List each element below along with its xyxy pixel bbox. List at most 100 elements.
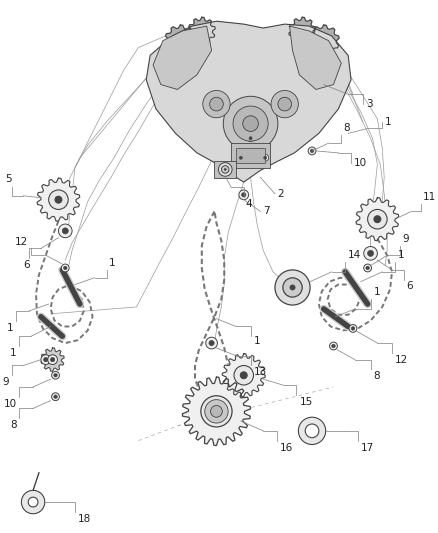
Circle shape	[308, 147, 316, 155]
Circle shape	[364, 246, 378, 260]
Text: 12: 12	[395, 355, 408, 365]
Circle shape	[205, 400, 228, 423]
Text: 10: 10	[354, 158, 367, 167]
Circle shape	[223, 96, 278, 151]
FancyBboxPatch shape	[236, 148, 265, 163]
Circle shape	[367, 209, 387, 229]
Circle shape	[271, 91, 298, 118]
Text: 1: 1	[398, 250, 404, 260]
Polygon shape	[223, 354, 265, 397]
Circle shape	[290, 285, 295, 290]
FancyBboxPatch shape	[231, 143, 270, 167]
Circle shape	[249, 136, 252, 140]
Circle shape	[275, 270, 310, 305]
Circle shape	[54, 374, 57, 377]
Circle shape	[210, 98, 223, 111]
Circle shape	[364, 264, 371, 272]
Text: 18: 18	[78, 514, 91, 524]
Circle shape	[211, 406, 222, 417]
Polygon shape	[37, 178, 80, 221]
Polygon shape	[153, 26, 212, 90]
Text: 1: 1	[374, 287, 380, 297]
Circle shape	[239, 156, 242, 159]
Circle shape	[366, 266, 369, 270]
Text: 1: 1	[7, 322, 14, 333]
Text: 8: 8	[343, 123, 350, 133]
Circle shape	[242, 192, 246, 197]
Text: 12: 12	[15, 237, 28, 246]
FancyBboxPatch shape	[215, 160, 236, 178]
Circle shape	[41, 355, 51, 365]
Circle shape	[237, 155, 244, 161]
Polygon shape	[289, 17, 316, 45]
Circle shape	[58, 224, 72, 238]
Circle shape	[247, 135, 254, 142]
Text: 1: 1	[10, 348, 17, 358]
Circle shape	[206, 337, 217, 349]
Text: 16: 16	[280, 442, 293, 453]
Text: 9: 9	[2, 377, 9, 387]
Circle shape	[52, 393, 60, 401]
Text: 9: 9	[403, 233, 410, 244]
Circle shape	[52, 372, 60, 379]
Polygon shape	[146, 21, 351, 182]
Circle shape	[62, 228, 68, 234]
Circle shape	[233, 106, 268, 141]
Circle shape	[351, 327, 355, 330]
Text: 1: 1	[385, 117, 392, 127]
Circle shape	[310, 149, 314, 152]
Text: 5: 5	[5, 174, 12, 184]
Circle shape	[264, 156, 267, 159]
Polygon shape	[290, 26, 341, 90]
Text: 1: 1	[254, 336, 260, 346]
Circle shape	[374, 216, 381, 223]
Circle shape	[203, 91, 230, 118]
Polygon shape	[182, 377, 251, 446]
Circle shape	[28, 497, 38, 507]
Circle shape	[367, 251, 374, 256]
Circle shape	[219, 163, 232, 176]
Text: 6: 6	[23, 260, 30, 270]
Circle shape	[43, 358, 48, 362]
Circle shape	[55, 196, 62, 203]
Circle shape	[349, 325, 357, 333]
Circle shape	[49, 190, 68, 209]
Circle shape	[262, 155, 268, 161]
Text: 1: 1	[109, 258, 116, 268]
Polygon shape	[41, 348, 64, 372]
Circle shape	[240, 372, 247, 378]
Text: 8: 8	[374, 372, 380, 381]
Circle shape	[332, 344, 335, 348]
Circle shape	[48, 355, 57, 365]
Text: 10: 10	[4, 399, 17, 409]
Text: 3: 3	[366, 99, 372, 109]
Circle shape	[224, 168, 226, 171]
Circle shape	[305, 424, 319, 438]
Text: 13: 13	[254, 367, 267, 377]
Circle shape	[54, 395, 57, 399]
Polygon shape	[188, 17, 215, 45]
Circle shape	[64, 266, 67, 270]
Text: 17: 17	[361, 442, 374, 453]
Text: 14: 14	[348, 250, 361, 260]
Circle shape	[211, 406, 223, 417]
Circle shape	[283, 278, 302, 297]
Circle shape	[222, 166, 229, 173]
Circle shape	[209, 341, 214, 346]
Circle shape	[21, 490, 45, 514]
Circle shape	[239, 190, 249, 200]
Text: 6: 6	[406, 281, 413, 290]
Circle shape	[278, 98, 292, 111]
Circle shape	[61, 264, 69, 272]
Circle shape	[234, 366, 254, 385]
Polygon shape	[165, 25, 196, 56]
Text: 2: 2	[277, 189, 283, 199]
Text: 15: 15	[299, 397, 313, 407]
Polygon shape	[356, 198, 399, 241]
Polygon shape	[308, 25, 339, 56]
Circle shape	[329, 342, 337, 350]
Text: 8: 8	[10, 420, 17, 430]
Circle shape	[298, 417, 326, 445]
Circle shape	[50, 358, 55, 362]
Text: 4: 4	[246, 199, 252, 209]
